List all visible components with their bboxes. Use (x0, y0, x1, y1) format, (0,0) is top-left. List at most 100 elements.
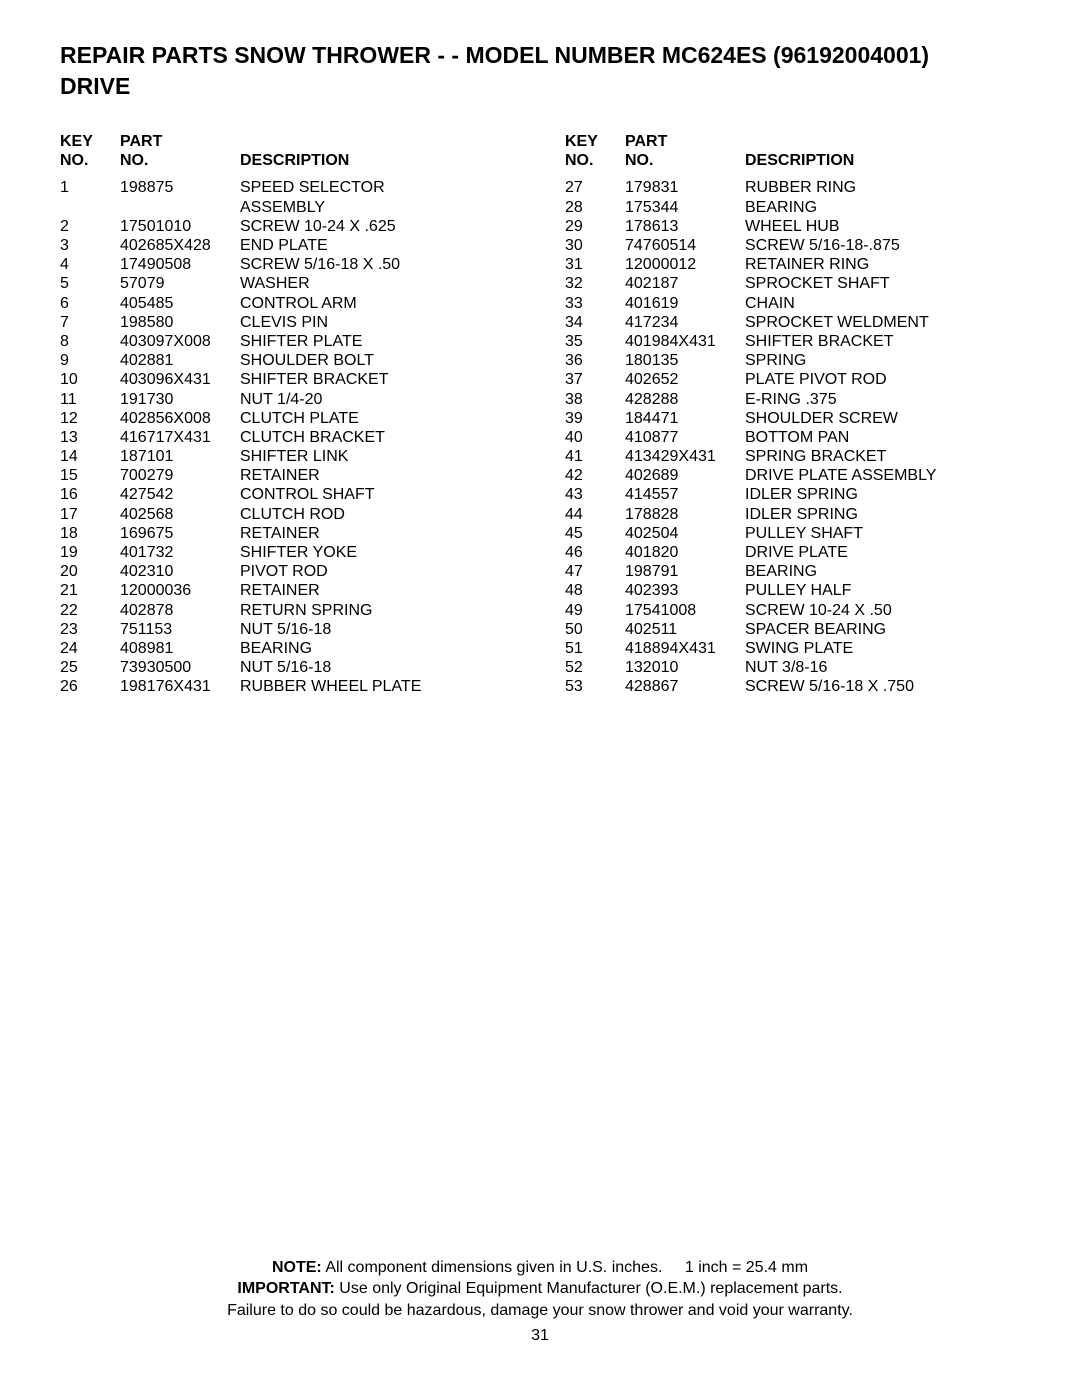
cell-key-no: 6 (60, 294, 120, 313)
cell-description: DRIVE PLATE (745, 543, 1020, 562)
cell-key-no: 12 (60, 409, 120, 428)
cell-part-no: 401619 (625, 294, 745, 313)
cell-key-no: 2 (60, 217, 120, 236)
footer-important: IMPORTANT: Use only Original Equipment M… (0, 1278, 1080, 1300)
cell-key-no: 53 (565, 677, 625, 696)
cell-key-no: 30 (565, 236, 625, 255)
cell-description: SHIFTER PLATE (240, 332, 515, 351)
cell-description: RETAINER (240, 581, 515, 600)
cell-description: NUT 1/4-20 (240, 390, 515, 409)
cell-description: SCREW 5/16-18 X .750 (745, 677, 1020, 696)
cell-description: BOTTOM PAN (745, 428, 1020, 447)
cell-part-no: 402685X428 (120, 236, 240, 255)
cell-key-no: 39 (565, 409, 625, 428)
table-row: 32402187SPROCKET SHAFT (565, 274, 1020, 293)
cell-description: BEARING (240, 639, 515, 658)
table-row: 42402689DRIVE PLATE ASSEMBLY (565, 466, 1020, 485)
footer-warning: Failure to do so could be hazardous, dam… (0, 1300, 1080, 1322)
cell-part-no: 17541008 (625, 601, 745, 620)
page-title: REPAIR PARTS SNOW THROWER - - MODEL NUMB… (60, 40, 1020, 102)
cell-description: NUT 5/16-18 (240, 658, 515, 677)
footer: NOTE: All component dimensions given in … (0, 1257, 1080, 1347)
cell-part-no: 198176X431 (120, 677, 240, 696)
cell-key-no: 23 (60, 620, 120, 639)
table-row: 13416717X431CLUTCH BRACKET (60, 428, 515, 447)
cell-description: SHIFTER BRACKET (745, 332, 1020, 351)
header-part: PART NO. (625, 132, 745, 178)
cell-key-no: 31 (565, 255, 625, 274)
cell-key-no: 21 (60, 581, 120, 600)
cell-part-no: 198875 (120, 178, 240, 216)
cell-part-no: 402689 (625, 466, 745, 485)
table-row: 40410877BOTTOM PAN (565, 428, 1020, 447)
table-row: 24408981BEARING (60, 639, 515, 658)
cell-part-no: 402187 (625, 274, 745, 293)
cell-key-no: 45 (565, 524, 625, 543)
table-row: 3112000012RETAINER RING (565, 255, 1020, 274)
table-row: 17402568CLUTCH ROD (60, 505, 515, 524)
table-row: 45402504PULLEY SHAFT (565, 524, 1020, 543)
table-row: 33401619CHAIN (565, 294, 1020, 313)
cell-part-no: 184471 (625, 409, 745, 428)
table-row: 557079WASHER (60, 274, 515, 293)
cell-part-no: 169675 (120, 524, 240, 543)
cell-description: CLUTCH BRACKET (240, 428, 515, 447)
page-number: 31 (0, 1325, 1080, 1347)
table-row: 50402511SPACER BEARING (565, 620, 1020, 639)
table-row: 35401984X431SHIFTER BRACKET (565, 332, 1020, 351)
cell-key-no: 40 (565, 428, 625, 447)
cell-key-no: 29 (565, 217, 625, 236)
table-row: 29178613WHEEL HUB (565, 217, 1020, 236)
cell-description: CONTROL ARM (240, 294, 515, 313)
cell-part-no: 428867 (625, 677, 745, 696)
cell-part-no: 175344 (625, 198, 745, 217)
cell-key-no: 17 (60, 505, 120, 524)
cell-part-no: 191730 (120, 390, 240, 409)
cell-key-no: 35 (565, 332, 625, 351)
table-row: 53428867SCREW 5/16-18 X .750 (565, 677, 1020, 696)
cell-part-no: 198580 (120, 313, 240, 332)
cell-key-no: 26 (60, 677, 120, 696)
cell-key-no: 18 (60, 524, 120, 543)
cell-part-no: 17490508 (120, 255, 240, 274)
cell-description: SWING PLATE (745, 639, 1020, 658)
cell-key-no: 42 (565, 466, 625, 485)
cell-part-no: 403096X431 (120, 370, 240, 389)
cell-key-no: 8 (60, 332, 120, 351)
cell-part-no: 57079 (120, 274, 240, 293)
table-row: 41413429X431SPRING BRACKET (565, 447, 1020, 466)
cell-part-no: 417234 (625, 313, 745, 332)
cell-part-no: 179831 (625, 178, 745, 197)
cell-key-no: 16 (60, 485, 120, 504)
table-row: 3074760514SCREW 5/16-18-.875 (565, 236, 1020, 255)
table-row: 46401820DRIVE PLATE (565, 543, 1020, 562)
cell-description: CLUTCH ROD (240, 505, 515, 524)
title-line-1: REPAIR PARTS SNOW THROWER - - MODEL NUMB… (60, 42, 929, 68)
cell-part-no: 12000036 (120, 581, 240, 600)
cell-description: RUBBER RING (745, 178, 1020, 197)
cell-key-no: 11 (60, 390, 120, 409)
cell-key-no: 15 (60, 466, 120, 485)
cell-key-no: 19 (60, 543, 120, 562)
cell-description: RETAINER RING (745, 255, 1020, 274)
cell-key-no: 24 (60, 639, 120, 658)
table-row: 9402881SHOULDER BOLT (60, 351, 515, 370)
cell-part-no: 751153 (120, 620, 240, 639)
cell-key-no: 22 (60, 601, 120, 620)
header-description: DESCRIPTION (745, 132, 1020, 178)
cell-part-no: 405485 (120, 294, 240, 313)
cell-key-no: 14 (60, 447, 120, 466)
cell-description: SCREW 5/16-18 X .50 (240, 255, 515, 274)
cell-part-no: 418894X431 (625, 639, 745, 658)
cell-description: SPEED SELECTORASSEMBLY (240, 178, 515, 216)
cell-description: IDLER SPRING (745, 505, 1020, 524)
table-row: 417490508SCREW 5/16-18 X .50 (60, 255, 515, 274)
cell-part-no: 73930500 (120, 658, 240, 677)
table-row: 37402652PLATE PIVOT ROD (565, 370, 1020, 389)
table-row: 28175344BEARING (565, 198, 1020, 217)
cell-part-no: 187101 (120, 447, 240, 466)
cell-key-no: 52 (565, 658, 625, 677)
cell-key-no: 47 (565, 562, 625, 581)
cell-description: RETAINER (240, 466, 515, 485)
cell-key-no: 48 (565, 581, 625, 600)
